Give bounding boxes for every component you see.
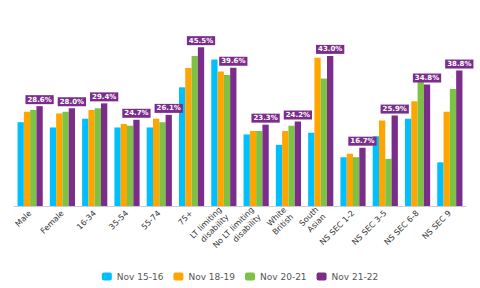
svg-text:LT limiting: LT limiting [188, 205, 224, 241]
svg-text:26.1%: 26.1% [157, 104, 181, 112]
svg-text:Nov 21-22: Nov 21-22 [332, 272, 379, 282]
svg-text:38.8%: 38.8% [447, 60, 471, 68]
svg-text:disability: disability [198, 212, 231, 245]
svg-text:34.8%: 34.8% [415, 74, 439, 82]
svg-text:24.2%: 24.2% [286, 111, 310, 119]
svg-text:Nov 20-21: Nov 20-21 [260, 272, 307, 282]
svg-text:disability: disability [231, 212, 263, 244]
svg-text:Nov 18-19: Nov 18-19 [188, 272, 235, 282]
svg-text:Nov 15-16: Nov 15-16 [117, 272, 164, 282]
svg-text:Male: Male [14, 209, 34, 229]
svg-text:28.0%: 28.0% [60, 98, 84, 106]
svg-text:39.6%: 39.6% [221, 57, 245, 65]
svg-text:55-74: 55-74 [140, 209, 163, 232]
svg-text:28.6%: 28.6% [27, 96, 51, 104]
svg-text:16-34: 16-34 [75, 209, 98, 232]
svg-text:43.0%: 43.0% [318, 45, 342, 53]
svg-text:29.4%: 29.4% [92, 93, 116, 101]
svg-text:NS SEC 6-8: NS SEC 6-8 [383, 209, 421, 247]
svg-text:16.7%: 16.7% [350, 137, 374, 145]
svg-text:White: White [265, 205, 289, 229]
svg-text:45.5%: 45.5% [189, 37, 213, 45]
svg-text:23.3%: 23.3% [253, 114, 277, 122]
svg-text:NS SEC 3-5: NS SEC 3-5 [350, 208, 389, 247]
svg-text:British: British [271, 212, 295, 236]
svg-text:NS SEC 1-2: NS SEC 1-2 [318, 208, 357, 247]
svg-text:35-54: 35-54 [107, 209, 130, 232]
svg-text:No LT limiting: No LT limiting [211, 205, 256, 250]
svg-text:24.7%: 24.7% [124, 109, 148, 117]
svg-text:25.9%: 25.9% [383, 105, 407, 113]
svg-text:75+: 75+ [176, 209, 194, 227]
svg-text:Asian: Asian [306, 212, 328, 234]
svg-text:Female: Female [39, 209, 66, 236]
svg-text:South: South [297, 205, 321, 229]
svg-text:NS SEC 9: NS SEC 9 [421, 209, 453, 241]
